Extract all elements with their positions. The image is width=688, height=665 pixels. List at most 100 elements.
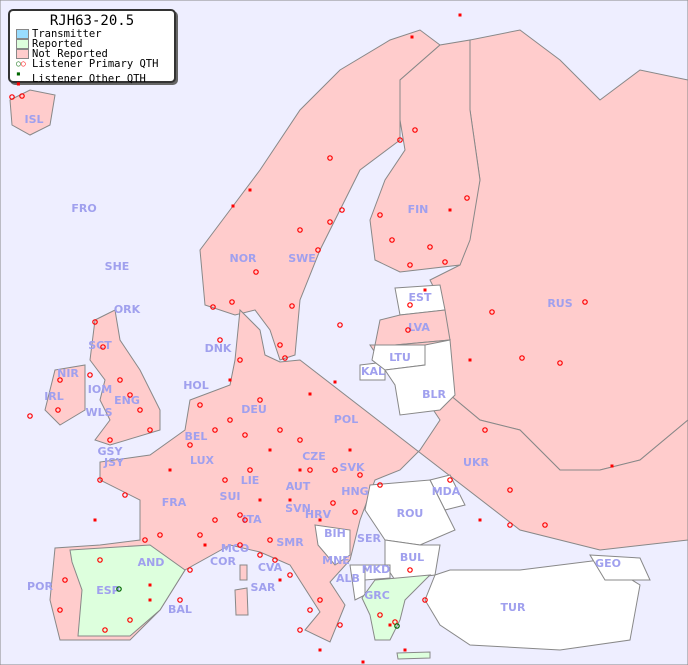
listener-primary-marker xyxy=(357,472,363,478)
country-label-bel: BEL xyxy=(185,430,208,443)
listener-primary-marker xyxy=(237,512,243,518)
country-label-mda: MDA xyxy=(432,485,461,498)
country-grc xyxy=(361,574,432,641)
listener-other-marker xyxy=(348,448,352,452)
listener-primary-marker xyxy=(277,342,283,348)
country-label-sct: SCT xyxy=(88,339,112,352)
country-label-alb: ALB xyxy=(336,572,360,585)
legend-label: Listener Other QTH xyxy=(32,73,146,85)
listener-primary-marker xyxy=(92,319,98,325)
listener-other-marker xyxy=(298,468,302,472)
country-label-sar: SAR xyxy=(251,581,276,594)
listener-primary-marker xyxy=(272,557,278,563)
listener-primary-marker xyxy=(327,155,333,161)
listener-primary-marker xyxy=(407,302,413,308)
listener-primary-marker xyxy=(117,377,123,383)
listener-other-marker xyxy=(168,468,172,472)
country-bih xyxy=(314,524,351,566)
country-label-ukr: UKR xyxy=(463,456,489,469)
country-label-nir: NIR xyxy=(57,367,79,380)
listener-primary-marker xyxy=(507,487,513,493)
listener-primary-marker xyxy=(307,607,313,613)
country-label-svk: SVK xyxy=(340,461,365,474)
listener-primary-marker xyxy=(157,532,163,538)
country-label-isl: ISL xyxy=(24,113,43,126)
country-label-hng: HNG xyxy=(341,485,368,498)
country-label-irl: IRL xyxy=(44,390,64,403)
listener-primary-marker xyxy=(287,572,293,578)
country-label-cze: CZE xyxy=(302,450,326,463)
legend-item-transmitter: Transmitter xyxy=(10,29,174,39)
legend-label: Transmitter xyxy=(32,28,102,40)
listener-primary-marker xyxy=(397,137,403,143)
listener-primary-marker xyxy=(315,247,321,253)
country-label-lie: LIE xyxy=(241,474,260,487)
listener-primary-marker xyxy=(102,627,108,633)
country-label-gsy: GSY xyxy=(98,445,124,458)
country-rou xyxy=(364,479,456,546)
listener-primary-marker xyxy=(307,467,313,473)
country-continent xyxy=(49,308,688,643)
legend-label: Listener Primary QTH xyxy=(32,58,159,70)
listener-primary-marker xyxy=(122,492,128,498)
listener-other-marker xyxy=(148,598,152,602)
listener-primary-marker xyxy=(87,372,93,378)
country-label-esp: ESP xyxy=(96,584,120,597)
legend: RJH63-20.5 Transmitter Reported Not Repo… xyxy=(8,9,176,88)
country-label-aut: AUT xyxy=(286,480,311,493)
listener-primary-marker xyxy=(582,299,588,305)
listener-primary-marker xyxy=(27,413,33,419)
legend-item-not-reported: Not Reported xyxy=(10,49,174,59)
country-label-lva: LVA xyxy=(408,321,430,334)
listener-primary-marker xyxy=(352,509,358,515)
listener-primary-marker xyxy=(242,432,248,438)
listener-primary-marker xyxy=(282,355,288,361)
country-label-mne: MNE xyxy=(322,554,350,567)
swatch xyxy=(16,49,29,59)
listener-other-marker xyxy=(333,380,337,384)
listener-other-marker xyxy=(448,208,452,212)
country-nor-swe xyxy=(199,29,441,361)
listener-primary-marker-reported xyxy=(394,623,400,629)
square-icon: ▪ ▪ xyxy=(16,69,21,88)
listener-primary-marker xyxy=(389,237,395,243)
listener-primary-marker-reported xyxy=(116,586,122,592)
listener-primary-marker xyxy=(327,219,333,225)
listener-other-marker xyxy=(388,623,392,627)
listener-primary-marker xyxy=(277,427,283,433)
listener-other-marker xyxy=(318,648,322,652)
country-label-bul: BUL xyxy=(400,551,424,564)
circle-icon: ○○ xyxy=(16,59,26,68)
listener-primary-marker xyxy=(142,537,148,543)
listener-primary-marker xyxy=(197,532,203,538)
country-label-rus: RUS xyxy=(547,297,572,310)
country-crete xyxy=(396,651,431,660)
country-label-wls: WLS xyxy=(85,406,112,419)
listener-primary-marker xyxy=(57,377,63,383)
listener-other-marker xyxy=(258,498,262,502)
listener-primary-marker xyxy=(9,94,15,100)
country-label-mco: MCO xyxy=(221,542,249,555)
country-label-tur: TUR xyxy=(501,601,526,614)
country-label-blr: BLR xyxy=(422,388,446,401)
listener-primary-marker xyxy=(19,93,25,99)
listener-primary-marker xyxy=(267,537,273,543)
listener-primary-marker xyxy=(100,344,106,350)
listener-primary-marker xyxy=(332,467,338,473)
listener-primary-marker xyxy=(507,522,513,528)
listener-primary-marker xyxy=(337,622,343,628)
country-label-fin: FIN xyxy=(408,203,429,216)
listener-primary-marker xyxy=(297,627,303,633)
country-label-cor: COR xyxy=(210,555,236,568)
listener-other-marker xyxy=(468,358,472,362)
listener-primary-marker xyxy=(339,207,345,213)
country-label-grc: GRC xyxy=(364,589,390,602)
listener-primary-marker xyxy=(330,500,336,506)
listener-other-marker xyxy=(458,13,462,17)
listener-primary-marker xyxy=(253,269,259,275)
country-label-sui: SUI xyxy=(220,490,241,503)
listener-primary-marker xyxy=(407,567,413,573)
listener-other-marker xyxy=(308,392,312,396)
listener-primary-marker xyxy=(442,259,448,265)
listener-other-marker xyxy=(203,543,207,547)
